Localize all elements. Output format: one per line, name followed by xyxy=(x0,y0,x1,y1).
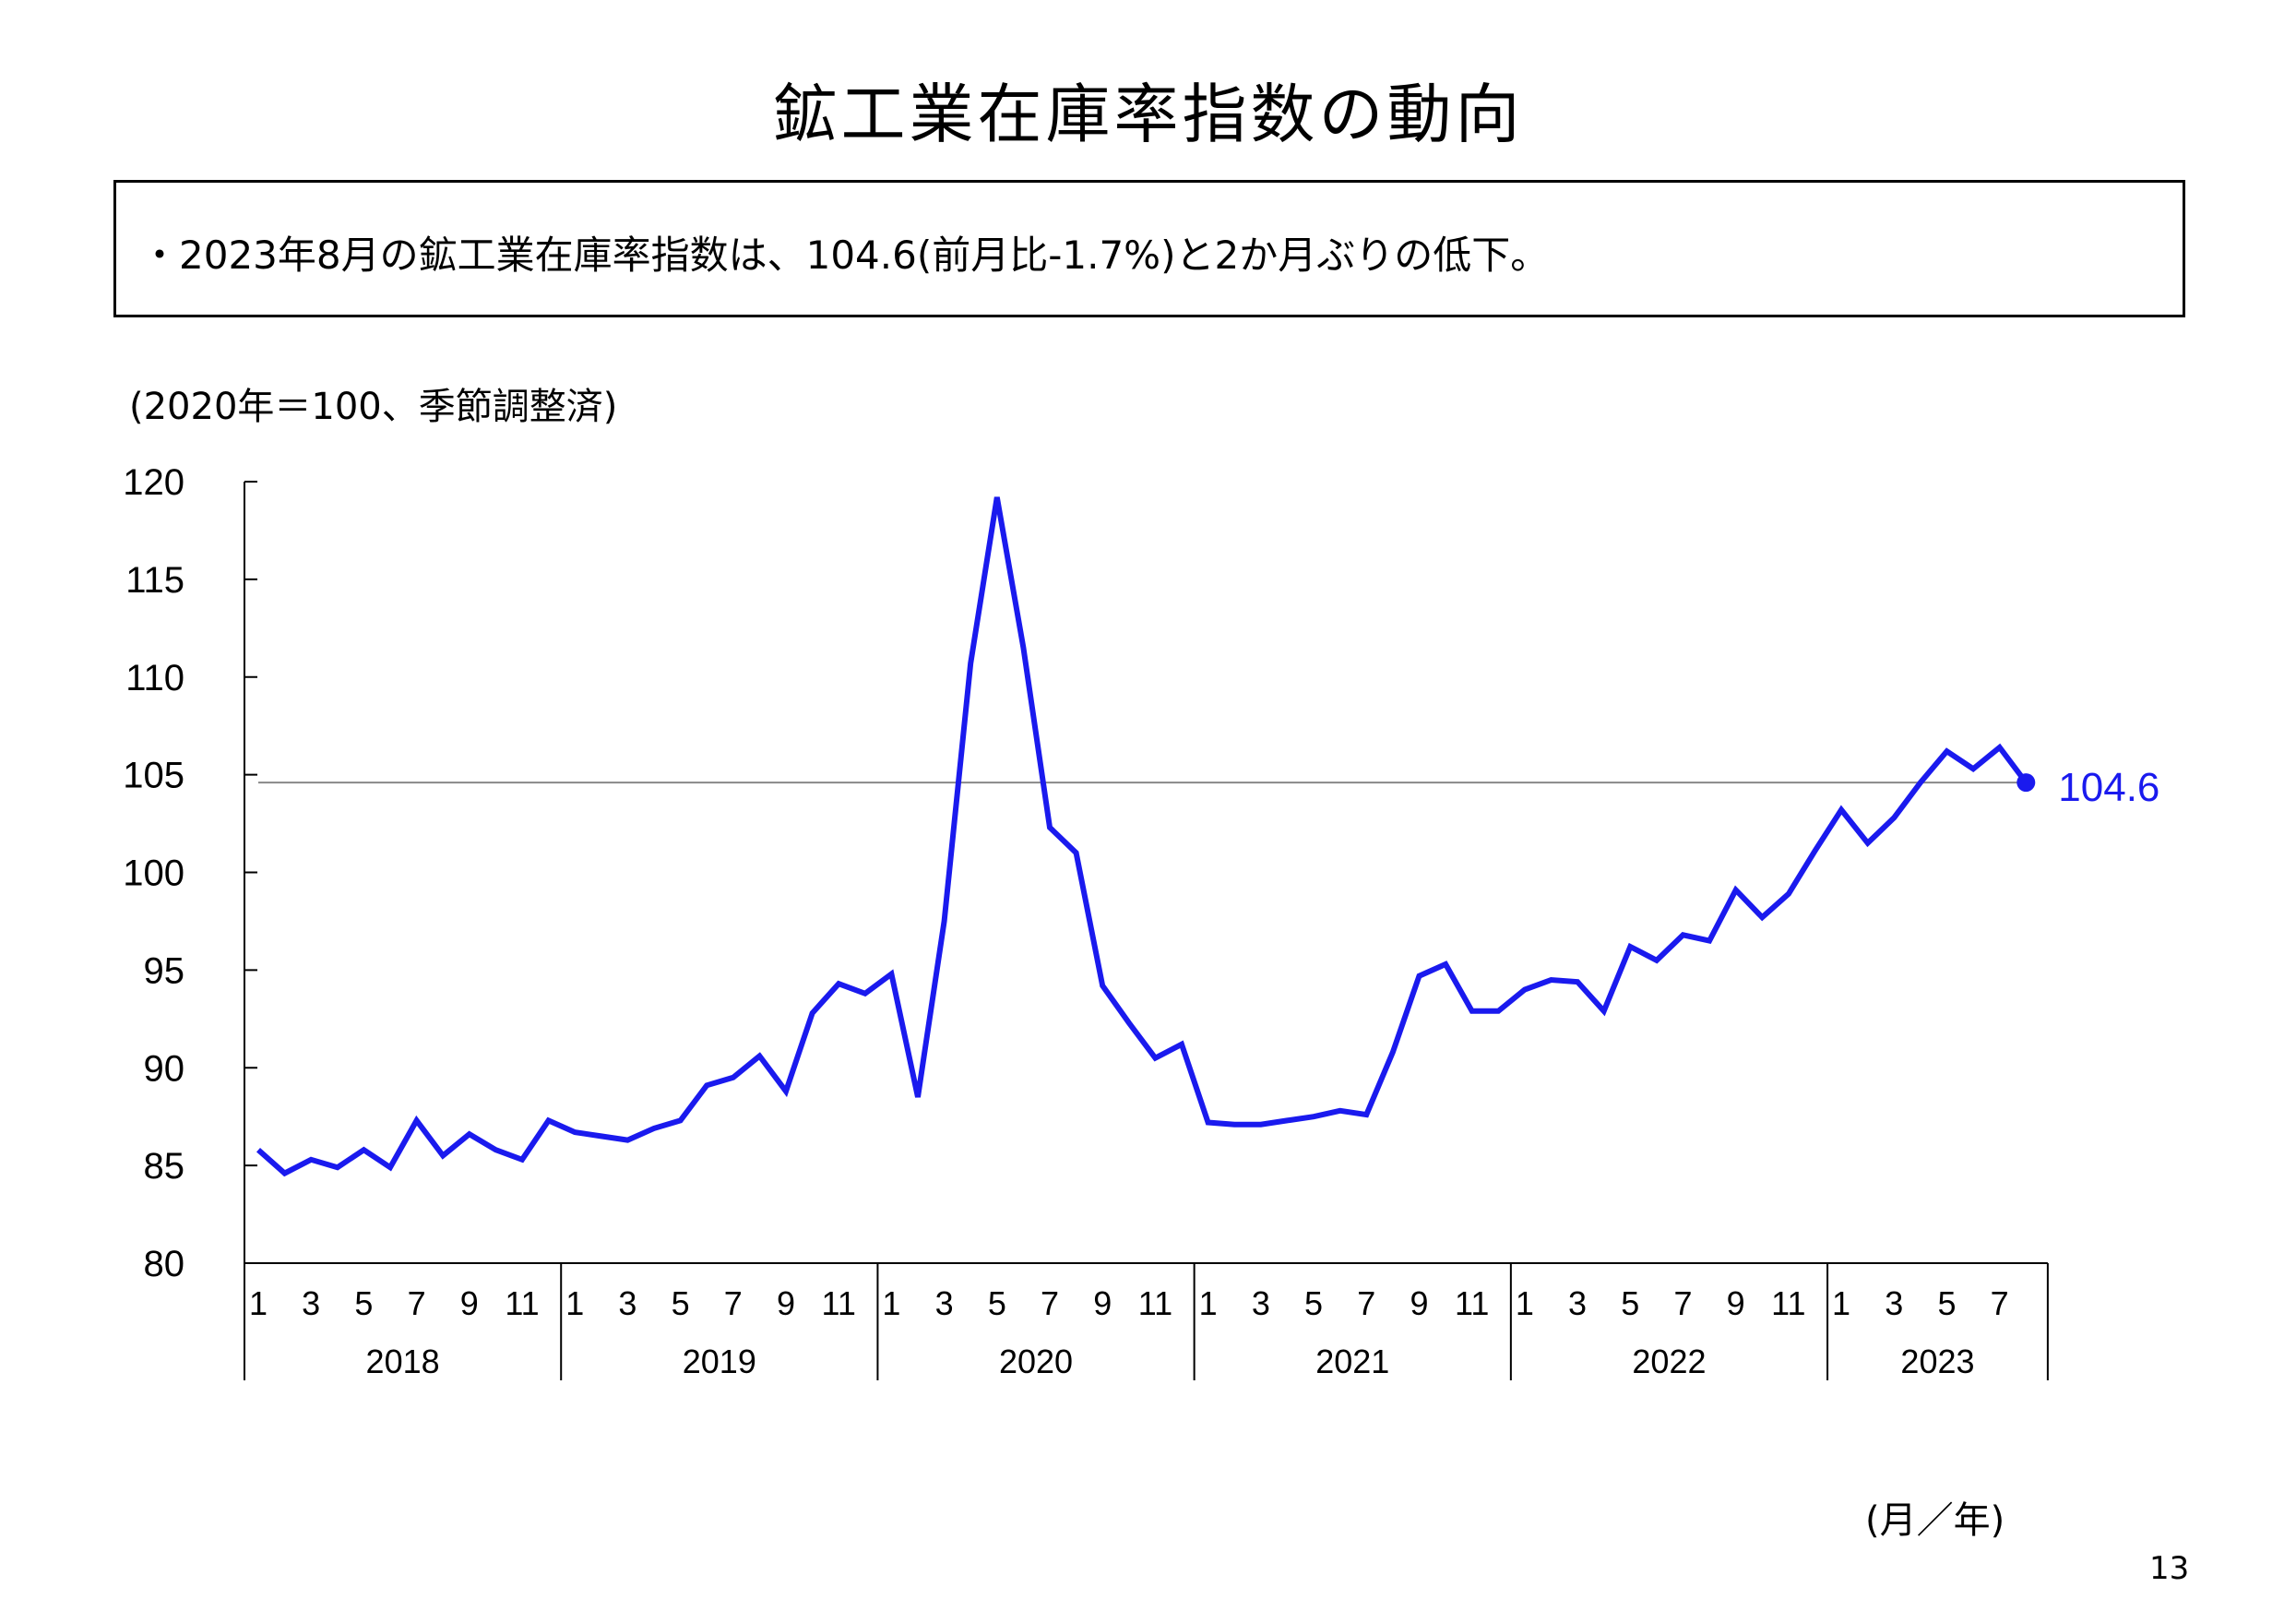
y-tick-label: 115 xyxy=(125,560,184,601)
month-label: 9 xyxy=(777,1284,795,1322)
month-label: 9 xyxy=(1093,1284,1112,1322)
year-label: 2021 xyxy=(1315,1343,1389,1380)
month-label: 3 xyxy=(302,1284,320,1322)
year-label: 2022 xyxy=(1632,1343,1706,1380)
y-tick-label: 90 xyxy=(144,1048,185,1089)
month-label: 3 xyxy=(1885,1284,1903,1322)
month-label: 7 xyxy=(1673,1284,1692,1322)
month-label: 11 xyxy=(822,1284,856,1322)
month-label: 1 xyxy=(249,1284,268,1322)
month-label: 7 xyxy=(1991,1284,2009,1322)
page-number: 13 xyxy=(2149,1550,2190,1587)
last-value-label: 104.6 xyxy=(2058,765,2159,810)
year-label: 2020 xyxy=(999,1343,1073,1380)
month-label: 1 xyxy=(1832,1284,1850,1322)
year-label: 2018 xyxy=(366,1343,440,1380)
month-label: 11 xyxy=(1771,1284,1805,1322)
month-label: 1 xyxy=(1199,1284,1218,1322)
month-label: 3 xyxy=(935,1284,954,1322)
y-tick-label: 105 xyxy=(123,756,184,796)
summary-text: ・2023年8月の鉱工業在庫率指数は、104.6(前月比-1.7%)と2か月ぶり… xyxy=(140,233,1550,278)
last-data-point xyxy=(2016,773,2036,793)
month-label: 3 xyxy=(1252,1284,1270,1322)
month-label: 7 xyxy=(1357,1284,1375,1322)
month-label: 1 xyxy=(565,1284,584,1322)
month-label: 9 xyxy=(1727,1284,1745,1322)
series-line xyxy=(256,496,2028,1177)
y-tick-label: 85 xyxy=(144,1146,185,1187)
y-tick-label: 95 xyxy=(144,950,185,991)
month-label: 9 xyxy=(460,1284,479,1322)
unit-note: (2020年＝100、季節調整済) xyxy=(129,386,618,428)
month-label: 5 xyxy=(1621,1284,1639,1322)
y-tick-label: 80 xyxy=(144,1244,185,1284)
y-tick-label: 120 xyxy=(123,462,184,503)
month-label: 5 xyxy=(672,1284,690,1322)
month-label: 11 xyxy=(1455,1284,1489,1322)
month-label: 5 xyxy=(354,1284,373,1322)
month-label: 7 xyxy=(408,1284,426,1322)
y-tick-label: 110 xyxy=(125,658,184,698)
month-label: 3 xyxy=(1568,1284,1587,1322)
month-label: 7 xyxy=(724,1284,743,1322)
month-label: 5 xyxy=(1304,1284,1323,1322)
month-label: 1 xyxy=(1516,1284,1534,1322)
summary-box: ・2023年8月の鉱工業在庫率指数は、104.6(前月比-1.7%)と2か月ぶり… xyxy=(113,180,2185,317)
month-label: 3 xyxy=(618,1284,636,1322)
chart-axes xyxy=(244,481,2049,1380)
y-tick-labels: 80 85 90 95 100 105 110 115 120 xyxy=(123,462,184,1284)
data-points xyxy=(2016,773,2036,793)
year-label: 2023 xyxy=(1900,1343,1974,1380)
month-label: 5 xyxy=(1937,1284,1956,1322)
month-label: 1 xyxy=(882,1284,900,1322)
y-tick-label: 100 xyxy=(123,853,184,894)
month-label: 11 xyxy=(505,1284,539,1322)
month-label: 7 xyxy=(1041,1284,1059,1322)
x-axis-unit: (月／年) xyxy=(1865,1499,2005,1542)
month-label: 5 xyxy=(988,1284,1006,1322)
year-label: 2019 xyxy=(683,1343,756,1380)
page-title: 鉱工業在庫率指数の動向 xyxy=(772,77,1524,152)
month-label: 9 xyxy=(1410,1284,1428,1322)
month-label: 11 xyxy=(1138,1284,1172,1322)
